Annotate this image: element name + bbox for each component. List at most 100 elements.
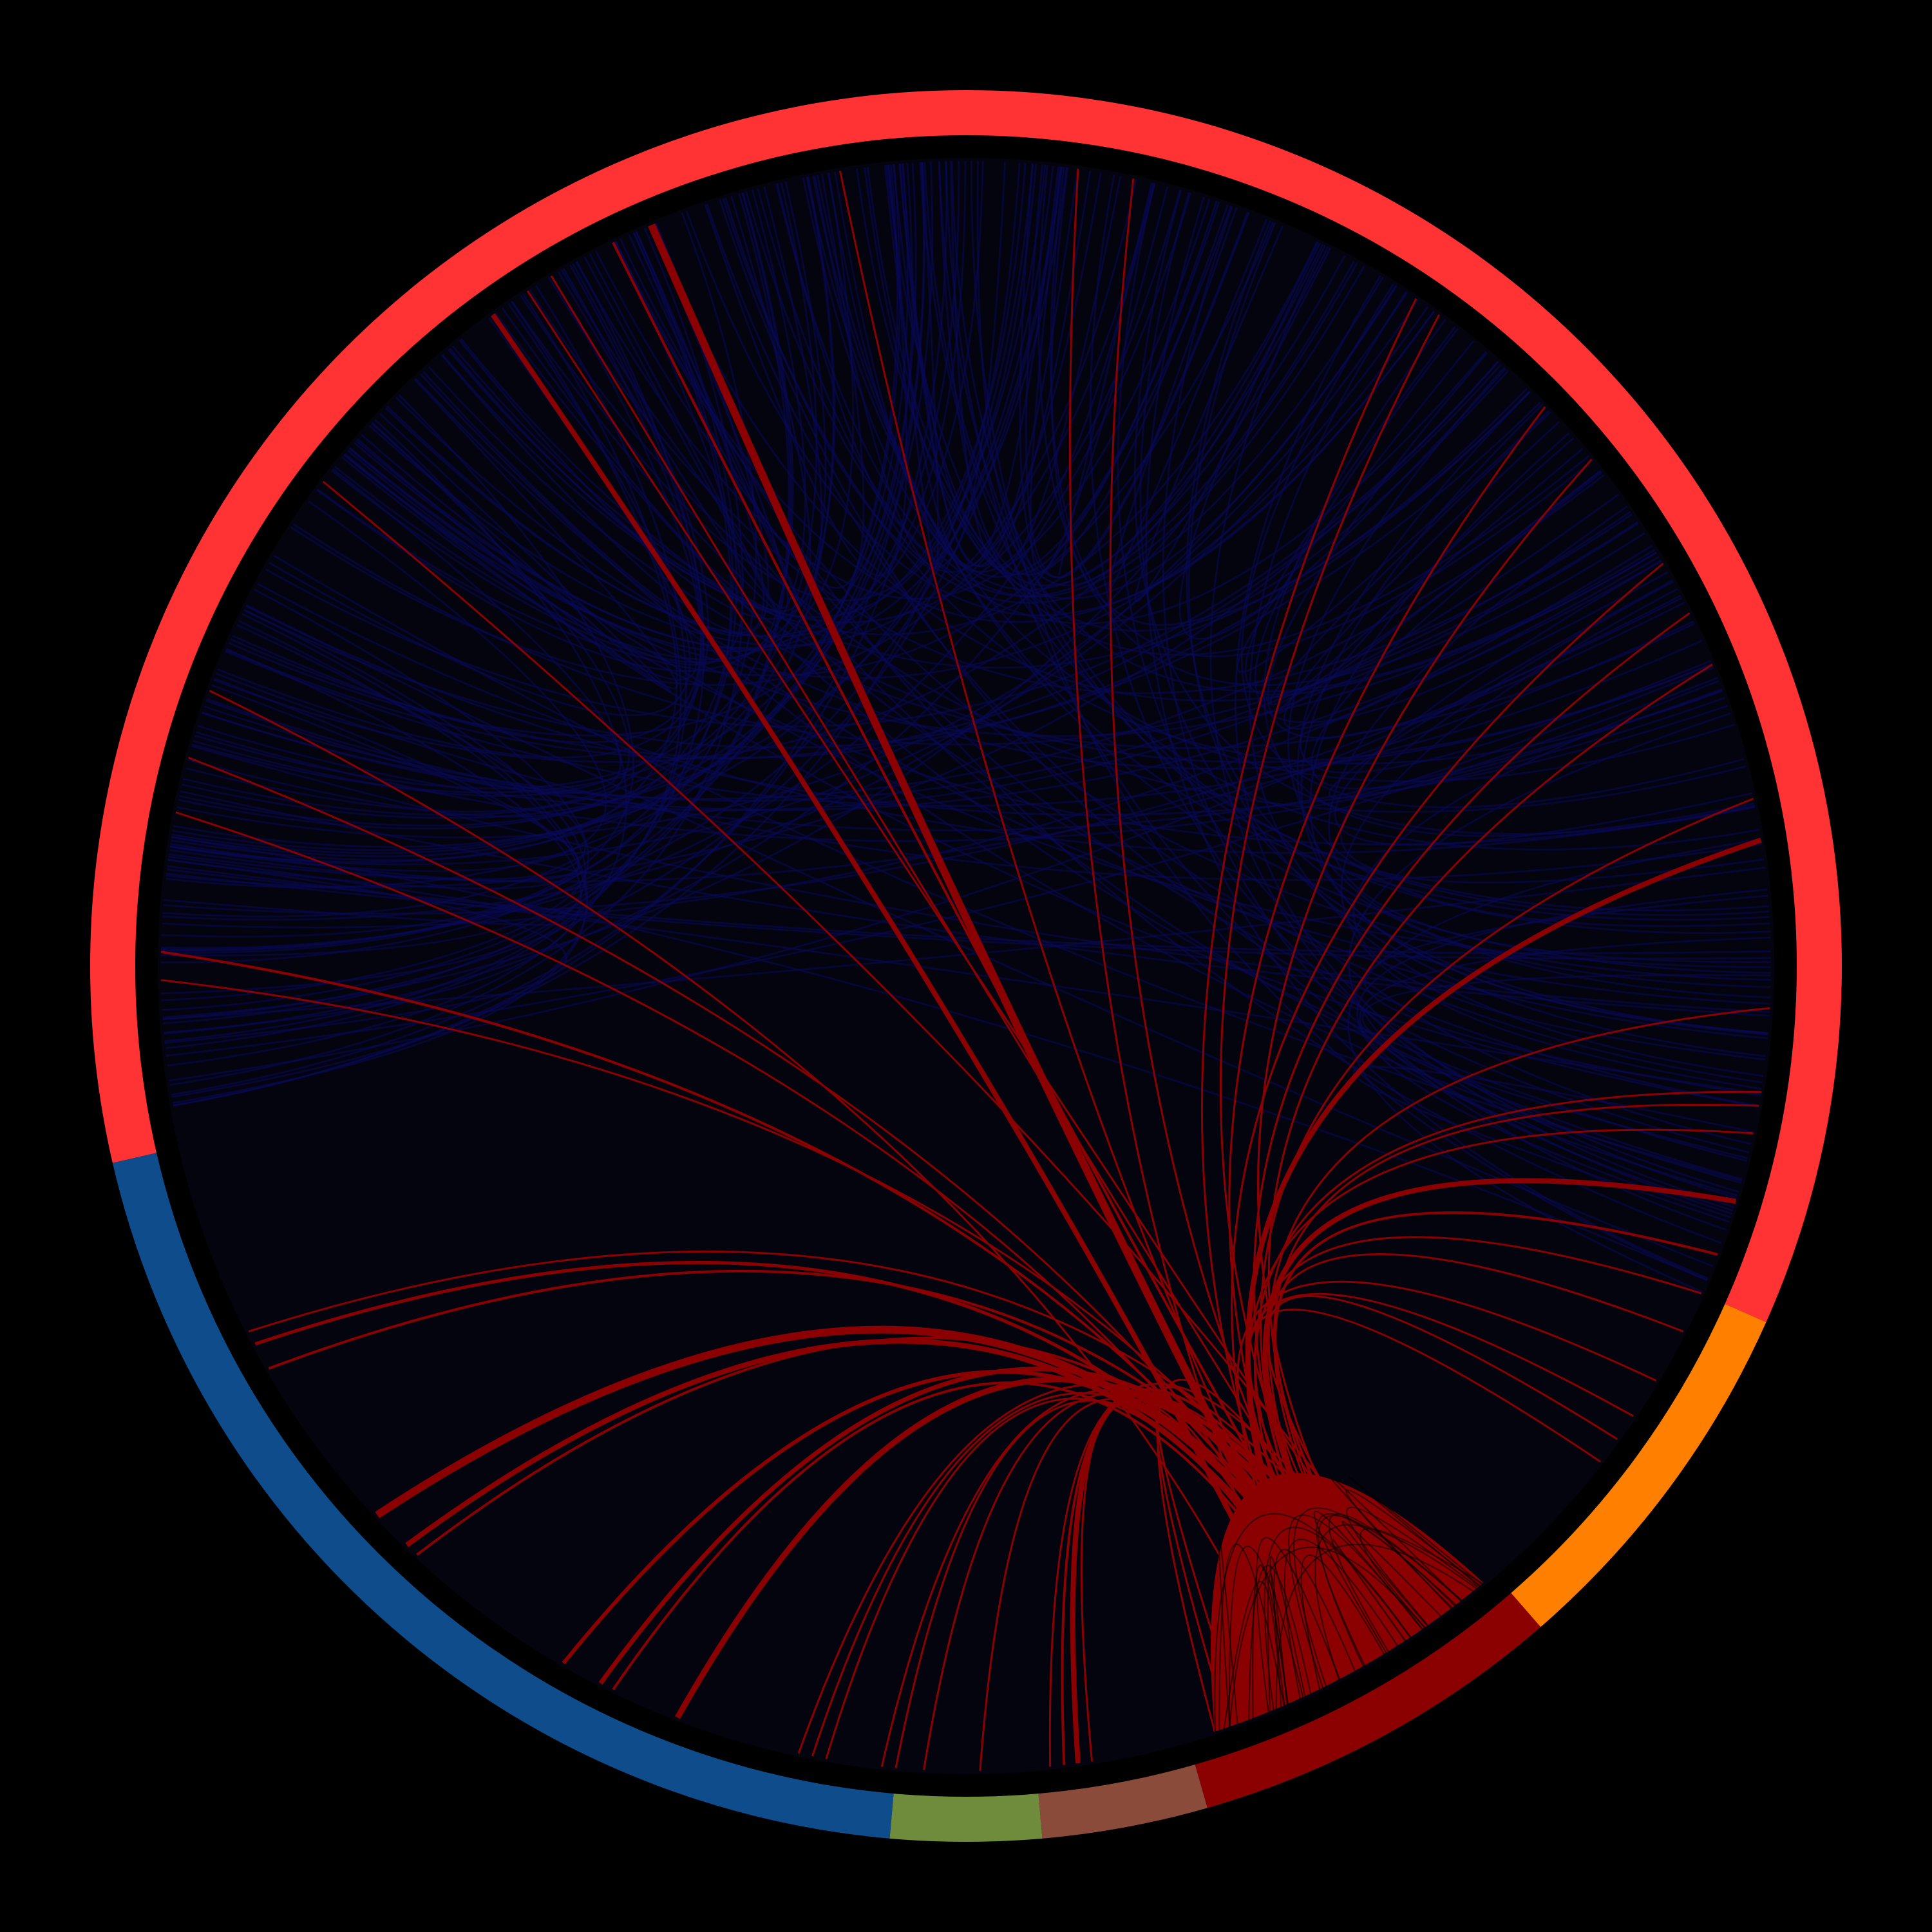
dense-chord-line (1300, 1554, 1385, 1690)
background-chord (834, 171, 1156, 573)
dense-chord-line (1314, 1524, 1477, 1680)
background-chord (1209, 245, 1735, 1208)
segment-orange (1511, 1303, 1766, 1627)
background-chord (168, 620, 1694, 883)
background-chord (349, 447, 1658, 737)
background-chord (1269, 412, 1602, 706)
background-chord (231, 275, 703, 744)
dense-chord-fan (1211, 1473, 1484, 1732)
background-chords (161, 160, 1772, 1293)
dense-chord-line (1288, 1514, 1423, 1688)
background-chord (228, 161, 960, 737)
background-chord (1347, 838, 1761, 1293)
background-chord (181, 166, 1061, 819)
background-chord (866, 167, 1528, 632)
dense-chord-line (1316, 1513, 1457, 1666)
background-chord (165, 293, 682, 1050)
background-chord (495, 312, 1748, 1162)
background-chord (355, 161, 984, 649)
background-chord (422, 223, 770, 637)
dense-chord-line (1264, 1526, 1411, 1710)
background-chord (970, 161, 1708, 1281)
background-chord (245, 605, 1728, 816)
background-chord (1352, 1065, 1754, 1223)
background-chord (1359, 936, 1771, 1197)
background-chord (265, 361, 1499, 728)
background-chord (169, 623, 587, 881)
background-chord (1037, 165, 1645, 687)
background-chord (215, 672, 1762, 881)
background-chord (919, 162, 1769, 912)
background-chord (1328, 580, 1714, 799)
background-chord (269, 303, 691, 717)
background-chord (316, 221, 1274, 677)
background-chord (619, 238, 1723, 1244)
background-chord (257, 583, 1756, 854)
background-chord (163, 261, 705, 1025)
background-chord (864, 167, 1397, 600)
dense-chord-line (1273, 1549, 1356, 1706)
background-chord (187, 422, 630, 818)
background-chord (757, 188, 1356, 598)
background-chord (816, 175, 1771, 974)
background-chord (162, 166, 1063, 1020)
background-chord (945, 161, 1732, 1215)
background-chord (161, 393, 634, 938)
background-chord (178, 176, 836, 830)
background-chord (441, 241, 1318, 636)
dense-chord-line (1348, 1476, 1482, 1587)
background-chord (386, 160, 967, 637)
background-chord (951, 161, 1770, 916)
background-chord (163, 596, 1683, 915)
background-chord (330, 181, 827, 663)
dense-chord-line (1223, 1580, 1282, 1729)
background-chord (178, 162, 934, 827)
background-chord (395, 397, 1713, 770)
background-chord (547, 277, 1633, 694)
background-chord (172, 162, 917, 851)
segment-brown (1038, 1765, 1208, 1839)
background-chord (706, 204, 1763, 1084)
background-chord (169, 299, 1419, 866)
dense-chord-line (1218, 1544, 1285, 1730)
background-chord (1029, 166, 1169, 573)
segment-green (889, 1794, 1043, 1842)
background-chord (161, 193, 1191, 949)
dense-chord-line (1283, 1539, 1398, 1699)
inner-disc (149, 149, 1783, 1783)
background-chord (169, 594, 1681, 1082)
dense-chord-line (1275, 1544, 1474, 1709)
background-chord (173, 162, 925, 1107)
inner-disc-circle (149, 149, 1783, 1783)
background-chord (193, 268, 703, 797)
background-chord (719, 199, 1750, 1153)
background-chord (855, 168, 1589, 656)
background-chord (292, 521, 1638, 746)
background-chord (1267, 352, 1685, 739)
background-chord (197, 522, 1639, 811)
background-chord (245, 604, 1714, 1267)
background-chord (648, 225, 1658, 702)
background-chord (341, 456, 1759, 1108)
background-chord (185, 264, 705, 813)
background-chord (813, 162, 1007, 569)
background-chord (162, 192, 792, 1011)
highlight-chord (838, 171, 1342, 1672)
background-chord (594, 251, 1759, 1107)
background-chord (893, 164, 1320, 587)
background-chord (1309, 432, 1768, 1034)
background-chord (1356, 888, 1768, 1218)
dense-chord-line (1218, 1536, 1238, 1727)
segment-blue (112, 1153, 894, 1839)
highlight-chord (322, 480, 1425, 1621)
background-chord (171, 162, 925, 855)
background-chord (811, 175, 1770, 921)
background-chord (176, 292, 1408, 838)
background-chord (806, 176, 1735, 782)
background-chord (1236, 340, 1550, 673)
background-chord (898, 164, 1218, 576)
background-chord (171, 836, 1708, 1282)
background-chord (161, 176, 835, 964)
